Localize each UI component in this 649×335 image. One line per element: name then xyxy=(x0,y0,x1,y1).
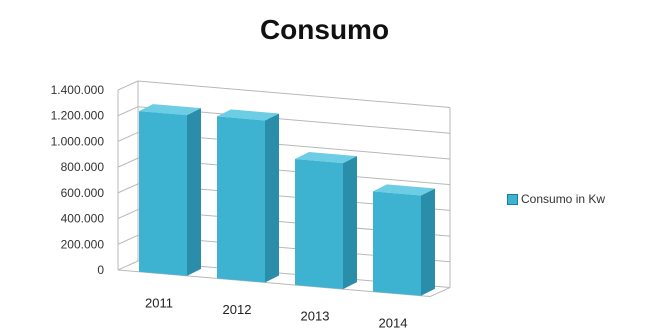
x-tick-label: 2013 xyxy=(301,309,330,324)
gridline xyxy=(137,80,451,109)
y-tick-label: 1.000.000 xyxy=(51,134,105,148)
gridline-depth xyxy=(117,106,139,117)
gridline-depth xyxy=(117,131,139,142)
bar-side xyxy=(187,108,201,276)
legend-label: Consumo in Kw xyxy=(521,192,606,206)
bar xyxy=(373,191,421,296)
y-tick-label: 200.000 xyxy=(61,237,105,251)
bar-side xyxy=(265,113,279,283)
x-tick-label: 2012 xyxy=(223,302,252,317)
bar xyxy=(295,159,343,290)
x-tick-label: 2014 xyxy=(379,315,408,330)
gridline-depth xyxy=(117,157,139,168)
bar-top xyxy=(373,184,435,196)
chart-title: Consumo xyxy=(259,14,390,45)
gridline-depth xyxy=(117,209,139,220)
legend-swatch xyxy=(507,193,518,205)
bar-top xyxy=(295,152,357,164)
bar-top xyxy=(217,109,279,121)
gridline-depth xyxy=(117,234,139,245)
y-tick-label: 1.400.000 xyxy=(51,83,105,97)
bar-top xyxy=(139,104,201,116)
bar-side xyxy=(343,156,357,290)
y-tick-label: 1.200.000 xyxy=(51,109,105,123)
legend: Consumo in Kw xyxy=(507,192,605,206)
y-tick-label: 400.000 xyxy=(61,212,105,226)
floor-edge xyxy=(429,287,451,297)
gridline-depth xyxy=(117,260,139,271)
y-tick-label: 800.000 xyxy=(61,160,105,174)
bar-side xyxy=(421,188,435,296)
bar xyxy=(217,116,265,283)
gridline-depth xyxy=(117,183,139,194)
y-tick-label: 600.000 xyxy=(61,186,105,200)
gridline-depth xyxy=(117,80,139,91)
x-tick-label: 2011 xyxy=(145,295,173,310)
bar xyxy=(139,111,187,276)
y-tick-label: 0 xyxy=(97,263,104,277)
